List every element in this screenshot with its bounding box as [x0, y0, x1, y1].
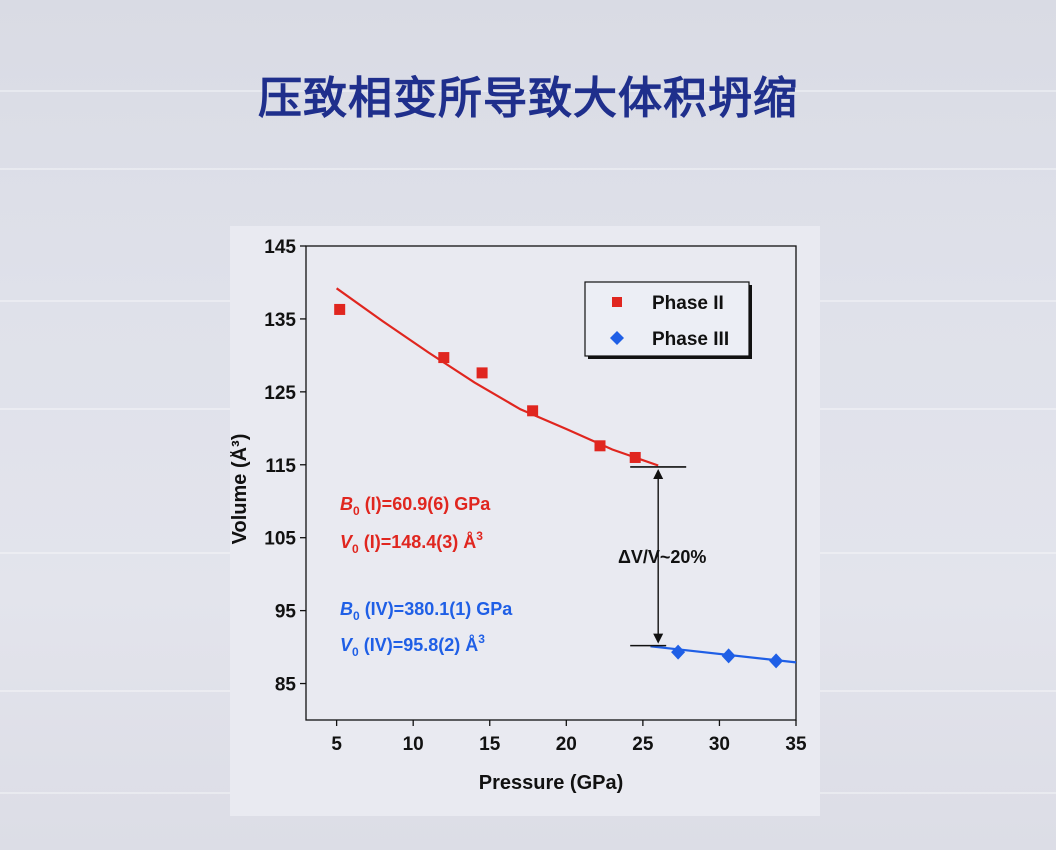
x-tick-label: 30: [709, 734, 730, 755]
data-point-square: [527, 405, 539, 417]
data-point-square: [438, 352, 450, 364]
chart-panel: 5 10 15 20 25 30 35 85 95 105 115 125 135 145 Pressure…: [230, 226, 820, 816]
data-point-diamond: [671, 644, 686, 660]
legend-box: [584, 281, 750, 357]
legend-label: Phase II: [652, 293, 724, 314]
x-axis-label: Pressure (GPa): [479, 772, 624, 794]
phase1-volume: V0 (I)=148.4(3) Å3: [340, 529, 483, 556]
data-point-diamond: [769, 653, 784, 669]
x-tick-label: 5: [331, 734, 342, 755]
legend-marker-square: [612, 297, 622, 307]
x-tick-label: 10: [403, 734, 424, 755]
delta-arrowhead-down: [653, 633, 664, 644]
data-point-square: [334, 303, 346, 315]
x-tick-label: 20: [556, 734, 577, 755]
legend-marker-diamond: [610, 331, 624, 345]
phase1-bulk-modulus: B0 (I)=60.9(6) GPa: [340, 494, 491, 518]
plot-frame: [305, 245, 797, 721]
phase2-volume: V0 (IV)=95.8(2) Å3: [340, 632, 485, 659]
y-tick-label: 125: [264, 383, 296, 404]
volume-pressure-chart: 5 10 15 20 25 30 35 85 95 105 115 125 135 145 Pressure…: [230, 237, 807, 794]
x-tick-label: 25: [632, 734, 654, 755]
x-tick-label: 15: [479, 734, 501, 755]
delta-arrowhead-up: [653, 468, 664, 479]
y-tick-label: 135: [264, 310, 296, 331]
data-point-square: [594, 440, 606, 452]
slide-title: 压致相变所导致大体积坍缩: [258, 73, 798, 124]
data-point-square: [629, 451, 641, 463]
y-tick-label: 115: [265, 456, 296, 477]
data-point-diamond: [721, 648, 736, 664]
y-tick-label: 105: [264, 529, 296, 550]
y-tick-label: 95: [275, 602, 297, 623]
y-tick-label: 145: [264, 237, 296, 258]
delta-v-label: ΔV/V~20%: [618, 547, 707, 567]
x-tick-label: 35: [785, 734, 807, 755]
y-tick-label: 85: [275, 675, 297, 696]
phase2-bulk-modulus: B0 (IV)=380.1(1) GPa: [340, 599, 513, 623]
y-axis-label: Volume (Å³): [230, 434, 251, 545]
data-point-square: [476, 367, 488, 379]
legend-label: Phase III: [652, 329, 729, 350]
